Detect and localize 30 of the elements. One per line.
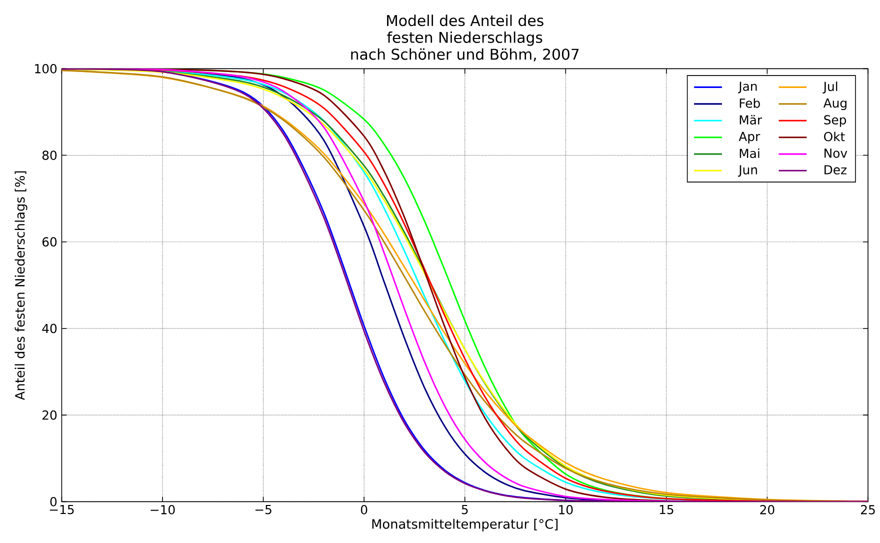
legend-label: Jun — [738, 164, 757, 176]
x-tick-label: −10 — [150, 504, 175, 514]
x-tick-label: −15 — [50, 504, 74, 514]
legend-label: Feb — [740, 98, 760, 108]
y-tick-label: 20 — [42, 410, 57, 420]
legend-label: Dez — [824, 164, 846, 174]
legend-label: Mär — [740, 114, 762, 124]
chart-title: Modell des Anteil des festen Niederschlags nach Schöner und Böhm, 2007 — [351, 14, 579, 62]
legend-label: Mai — [740, 148, 760, 158]
legend-label: Sep — [824, 114, 846, 127]
x-tick-label: −5 — [255, 504, 272, 514]
legend-label: Aug — [823, 98, 846, 110]
x-tick-label: 0 — [360, 504, 368, 514]
legend-label: Apr — [738, 132, 760, 144]
x-tick-label: 10 — [559, 504, 573, 514]
legend-label: Jan — [738, 81, 757, 94]
y-tick-label: 0 — [50, 496, 57, 506]
x-axis-title: Monatsmitteltemperatur [°C] — [372, 518, 558, 532]
x-tick-label: 20 — [760, 504, 774, 514]
y-tick-label: 60 — [42, 236, 57, 246]
y-tick-label: 80 — [42, 150, 57, 160]
x-tick-label: 25 — [861, 504, 875, 514]
x-tick-label: 5 — [462, 504, 468, 514]
legend-label: Nov — [824, 148, 848, 158]
legend-label: Okt — [824, 131, 845, 142]
y-tick-label: 100 — [35, 64, 57, 74]
legend-label: Jul — [822, 81, 838, 94]
x-tick-label: 15 — [660, 504, 674, 514]
y-tick-label: 40 — [42, 324, 57, 333]
y-axis-title: Anteil des festen Niederschlags [%] — [14, 171, 28, 400]
